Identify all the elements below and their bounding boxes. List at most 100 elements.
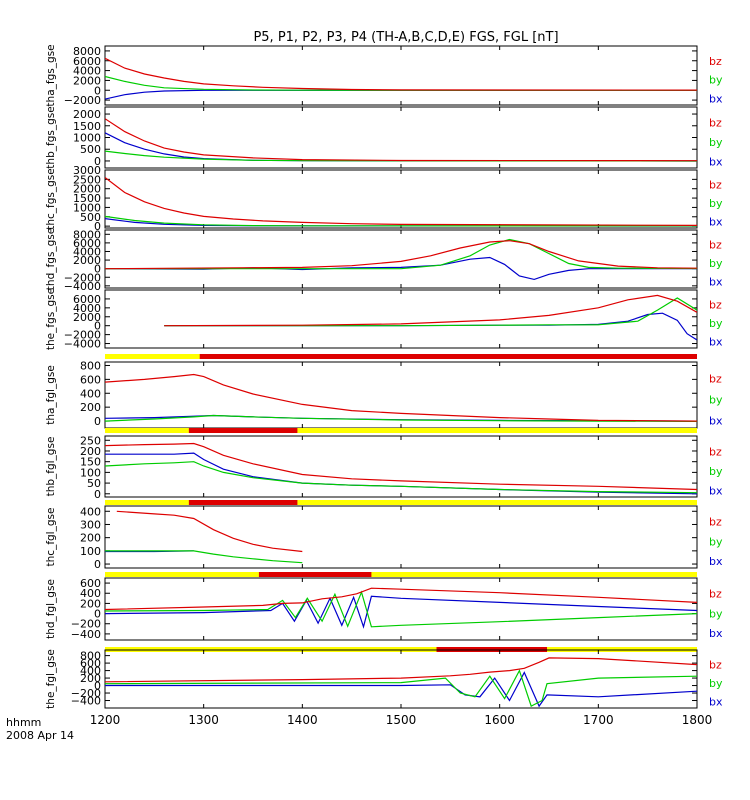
legend-entry-bz: bz	[709, 588, 722, 601]
y-tick-label: 200	[80, 401, 101, 414]
data-status-bar	[105, 500, 697, 505]
y-tick-label: 600	[80, 657, 101, 670]
y-tick-label: 200	[80, 672, 101, 685]
legend-entry-bx: bx	[709, 627, 723, 640]
panel-frame	[104, 45, 698, 106]
series-line-bz	[105, 587, 697, 611]
y-tick-label: 8000	[73, 45, 101, 58]
y-tick-label: 6000	[73, 293, 101, 306]
y-tick-label: 6000	[73, 237, 101, 250]
y-tick-label: 0	[94, 608, 101, 621]
y-tick-label: 1000	[73, 132, 101, 145]
y-tick-label: 4000	[73, 245, 101, 258]
legend-entry-bz: bz	[709, 179, 722, 192]
legend-entry-bz: bz	[709, 116, 722, 129]
y-tick-label: −4000	[64, 280, 101, 293]
time-axis: 1200 1300 1400 1500 1600 1700 1800	[90, 713, 713, 727]
y-tick-label: 0	[94, 415, 101, 428]
y-tick-label: 0	[94, 558, 101, 571]
panel-frame	[104, 505, 698, 569]
y-axis-label: thc_fgl_gse	[45, 508, 57, 567]
series-line-bz	[105, 177, 697, 226]
y-tick-label: −4000	[64, 338, 101, 351]
y-axis-label: thc_fgs_gse	[45, 168, 57, 229]
y-tick-label: 0	[94, 680, 101, 693]
panel-frame	[104, 361, 698, 429]
legend-entry-by: by	[709, 465, 723, 478]
data-status-bar	[105, 428, 697, 433]
legend-entry-bz: bz	[709, 373, 722, 386]
y-tick-label: 400	[80, 587, 101, 600]
series-line-bx	[105, 89, 697, 100]
panel-frame	[104, 289, 698, 349]
legend-entry-bz: bz	[709, 55, 722, 68]
legend-entry-by: by	[709, 136, 723, 149]
series-line-by	[105, 461, 697, 494]
series-line-by	[164, 297, 697, 327]
y-tick-label: 3000	[73, 164, 101, 177]
y-tick-label: 2500	[73, 173, 101, 186]
y-tick-label: 0	[94, 220, 101, 233]
data-status-segment	[258, 572, 372, 577]
x-tick-label: 1300	[188, 713, 219, 727]
x-tick-label: 1400	[287, 713, 318, 727]
series-line-bx	[164, 312, 697, 341]
series-line-by	[105, 590, 697, 628]
y-tick-label: 150	[80, 456, 101, 469]
y-tick-label: 8000	[73, 228, 101, 241]
y-tick-label: 500	[80, 143, 101, 156]
y-tick-label: 1000	[73, 201, 101, 214]
panel-frame	[104, 577, 698, 641]
y-tick-label: 800	[80, 650, 101, 663]
series-line-bx	[105, 595, 697, 629]
legend-entry-bx: bx	[709, 93, 723, 106]
y-tick-label: 0	[94, 263, 101, 276]
legend-entry-by: by	[709, 74, 723, 87]
legend-entry-bx: bx	[709, 216, 723, 229]
panel-frame	[104, 229, 698, 289]
y-tick-label: −400	[71, 628, 101, 641]
series-line-by	[105, 75, 697, 91]
series-line-bz	[105, 657, 697, 683]
y-tick-label: 100	[80, 466, 101, 479]
y-tick-label: 2000	[73, 108, 101, 121]
x-tick-label: 1500	[386, 713, 417, 727]
legend-entry-by: by	[709, 257, 723, 270]
legend-entry-bx: bx	[709, 484, 723, 497]
y-tick-label: 1500	[73, 192, 101, 205]
y-tick-label: 500	[80, 211, 101, 224]
series-line-bx	[105, 452, 697, 495]
legend-entry-bz: bz	[709, 299, 722, 312]
legend-entry-by: by	[709, 317, 723, 330]
series-line-bz	[116, 510, 303, 553]
y-tick-label: 2000	[73, 183, 101, 196]
y-axis-label: thb_fgs_gse	[45, 106, 57, 168]
legend-entry-bz: bz	[709, 516, 722, 529]
legend-entry-bx: bx	[709, 155, 723, 168]
y-tick-label: 200	[80, 445, 101, 458]
panel-frame	[104, 169, 698, 229]
y-tick-label: −400	[71, 695, 101, 708]
y-tick-label: 50	[87, 477, 101, 490]
y-tick-label: 6000	[73, 55, 101, 68]
y-tick-label: 0	[94, 84, 101, 97]
series-line-bz	[164, 294, 697, 327]
y-tick-label: 600	[80, 577, 101, 590]
series-line-by	[105, 550, 303, 564]
y-axis-label: thd_fgl_gse	[45, 579, 57, 639]
y-tick-label: 0	[94, 155, 101, 168]
y-tick-label: 250	[80, 434, 101, 447]
series-line-by	[105, 414, 697, 422]
y-tick-label: 4000	[73, 65, 101, 78]
y-tick-label: −2000	[64, 329, 101, 342]
time-axis-unit-label: hhmm	[6, 716, 41, 729]
date-label: 2008 Apr 14	[6, 729, 74, 742]
